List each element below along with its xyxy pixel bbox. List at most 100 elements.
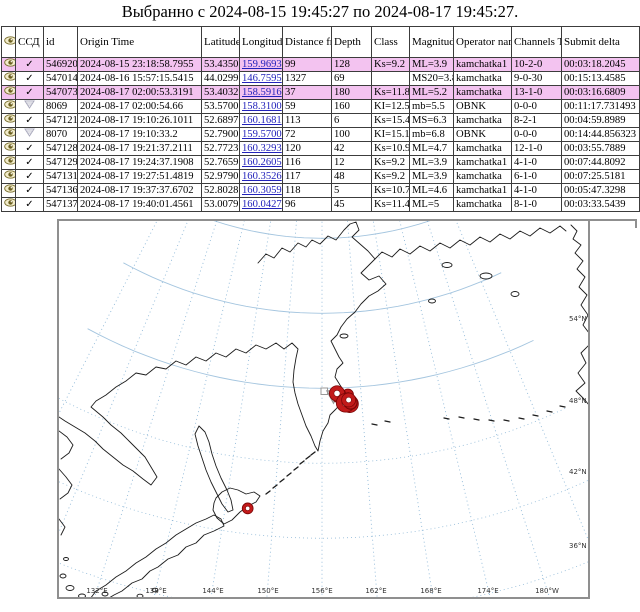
table-row: ✓ 547131 2024-08-17 19:27:51.4819 52.9790 16… xyxy=(1,169,640,184)
cell-origin_time: 2024-08-17 19:21:37.2111 xyxy=(77,141,202,156)
ssd-status-check[interactable]: ✓ xyxy=(15,113,44,128)
cell-depth: 6 xyxy=(331,113,372,128)
cell-latitude: 52.9790 xyxy=(201,169,240,184)
cell-origin_time: 2024-08-17 19:24:37.1908 xyxy=(77,155,202,170)
cell-latitude: 53.0079 xyxy=(201,197,240,212)
longitude-link[interactable]: 159.9693 xyxy=(242,58,282,70)
cell-magnitude: ML=4.7 xyxy=(409,141,454,156)
longitude-link[interactable]: 160.3059 xyxy=(242,184,282,196)
graticule xyxy=(0,100,631,612)
cell-channels: 9-0-30 xyxy=(511,71,562,86)
cell-origin_time: 2024-08-15 23:18:58.7955 xyxy=(77,57,202,72)
ssd-status-check[interactable]: ✓ xyxy=(15,183,44,198)
cell-channels: 8-1-0 xyxy=(511,197,562,212)
cell-distance_from_pk: 96 xyxy=(282,197,332,212)
epicenter-markers xyxy=(241,385,359,515)
cell-distance_from_pk: 118 xyxy=(282,183,332,198)
column-header-depth: Depth xyxy=(331,26,372,58)
ssd-status-check[interactable]: ✓ xyxy=(15,155,44,170)
cell-submit_delta: 00:04:59.8989 xyxy=(561,113,640,128)
cell-magnitude: ML=5.2 xyxy=(409,85,454,100)
cell-operator_name: OBNK xyxy=(453,99,512,114)
table-row: ✓ 547137 2024-08-17 19:40:01.4561 53.0079 16… xyxy=(1,197,640,212)
visibility-eye-button[interactable] xyxy=(4,86,15,96)
longitude-link[interactable]: 158.5916 xyxy=(242,86,282,98)
ssd-status-waveform[interactable] xyxy=(15,127,44,142)
lon-label: 132°E xyxy=(86,587,107,595)
table-row: 8069 2024-08-17 02:00:54.66 53.5700 158.310… xyxy=(1,99,640,114)
cell-depth: 160 xyxy=(331,99,372,114)
lon-label: 162°E xyxy=(365,587,386,595)
cell-origin_time: 2024-08-16 15:57:15.5415 xyxy=(77,71,202,86)
cell-id: 8069 xyxy=(43,99,78,114)
table-row: ✓ 547073 2024-08-17 02:00:53.3191 53.4032 15… xyxy=(1,85,640,100)
ssd-status-check[interactable]: ✓ xyxy=(15,141,44,156)
longitude-link[interactable]: 160.0427 xyxy=(242,198,282,210)
cell-submit_delta: 00:07:44.8092 xyxy=(561,155,640,170)
visibility-eye-button[interactable] xyxy=(4,128,15,138)
lon-label: 180°W xyxy=(535,587,559,595)
visibility-eye-button[interactable] xyxy=(4,100,15,110)
longitude-link[interactable]: 146.7595 xyxy=(242,72,282,84)
cell-longitude: 160.3526 xyxy=(239,169,283,184)
visibility-eye-button[interactable] xyxy=(4,72,15,82)
lon-label: 138°E xyxy=(145,587,166,595)
cell-distance_from_pk: 72 xyxy=(282,127,332,142)
cell-channels: 13-1-0 xyxy=(511,85,562,100)
cell-submit_delta: 00:05:47.3298 xyxy=(561,183,640,198)
longitude-link[interactable]: 160.3293 xyxy=(242,142,282,154)
cell-submit_delta: 00:03:18.2045 xyxy=(561,57,640,72)
visibility-eye-button[interactable] xyxy=(4,198,15,208)
map-panel-edge xyxy=(590,219,637,228)
cell-depth: 180 xyxy=(331,85,372,100)
cell-distance_from_pk: 37 xyxy=(282,85,332,100)
visibility-eye-button[interactable] xyxy=(4,58,15,68)
cell-depth: 45 xyxy=(331,197,372,212)
lon-label: 144°E xyxy=(202,587,223,595)
ssd-status-waveform[interactable] xyxy=(15,99,44,114)
cell-id: 547121 xyxy=(43,113,78,128)
lon-label: 174°E xyxy=(477,587,498,595)
cell-distance_from_pk: 117 xyxy=(282,169,332,184)
longitude-link[interactable]: 160.1681 xyxy=(242,114,282,126)
visibility-eye-button[interactable] xyxy=(4,170,15,180)
longitude-link[interactable]: 160.2605 xyxy=(242,156,282,168)
cell-origin_time: 2024-08-17 02:00:53.3191 xyxy=(77,85,202,100)
visibility-eye-button[interactable] xyxy=(4,156,15,166)
cell-longitude: 158.3100 xyxy=(239,99,283,114)
cell-channels: 0-0-0 xyxy=(511,99,562,114)
cell-depth: 5 xyxy=(331,183,372,198)
cell-latitude: 44.0299 xyxy=(201,71,240,86)
ssd-status-check[interactable]: ✓ xyxy=(15,197,44,212)
visibility-eye-button[interactable] xyxy=(4,142,15,152)
table-row: 8070 2024-08-17 19:10:33.2 52.7900 159.5700… xyxy=(1,127,640,142)
cell-depth: 128 xyxy=(331,57,372,72)
ssd-status-check[interactable]: ✓ xyxy=(15,85,44,100)
longitude-link[interactable]: 160.3526 xyxy=(242,170,282,182)
cell-distance_from_pk: 59 xyxy=(282,99,332,114)
table-row: ✓ 547014 2024-08-16 15:57:15.5415 44.0299 14… xyxy=(1,71,640,86)
longitude-link[interactable]: 159.5700 xyxy=(242,128,282,140)
cell-class: KI=15.1 xyxy=(371,127,410,142)
cell-longitude: 159.5700 xyxy=(239,127,283,142)
cell-longitude: 160.0427 xyxy=(239,197,283,212)
cell-operator_name: kamchatka1 xyxy=(453,155,512,170)
cell-class: KI=12.5 xyxy=(371,99,410,114)
epicenter-marker xyxy=(241,502,254,515)
longitude-link[interactable]: 158.3100 xyxy=(242,100,282,112)
visibility-eye-button[interactable] xyxy=(4,114,15,124)
cell-longitude: 160.3059 xyxy=(239,183,283,198)
map-labels: 132°E 138°E 144°E 150°E 156°E 162°E 168°E 174°E… xyxy=(86,315,586,595)
column-header-ssd: ССД xyxy=(15,26,44,58)
cell-operator_name: OBNK xyxy=(453,127,512,142)
cell-magnitude: mb=5.5 xyxy=(409,99,454,114)
cell-class: Ks=10.7 xyxy=(371,183,410,198)
visibility-eye-button[interactable] xyxy=(4,184,15,194)
cell-longitude: 160.2605 xyxy=(239,155,283,170)
ssd-status-check[interactable]: ✓ xyxy=(15,71,44,86)
ssd-status-check[interactable]: ✓ xyxy=(15,169,44,184)
cell-channels: 6-1-0 xyxy=(511,169,562,184)
ssd-status-check[interactable]: ✓ xyxy=(15,57,44,72)
table-row: ✓ 546920 2024-08-15 23:18:58.7955 53.4350 15… xyxy=(1,57,640,72)
